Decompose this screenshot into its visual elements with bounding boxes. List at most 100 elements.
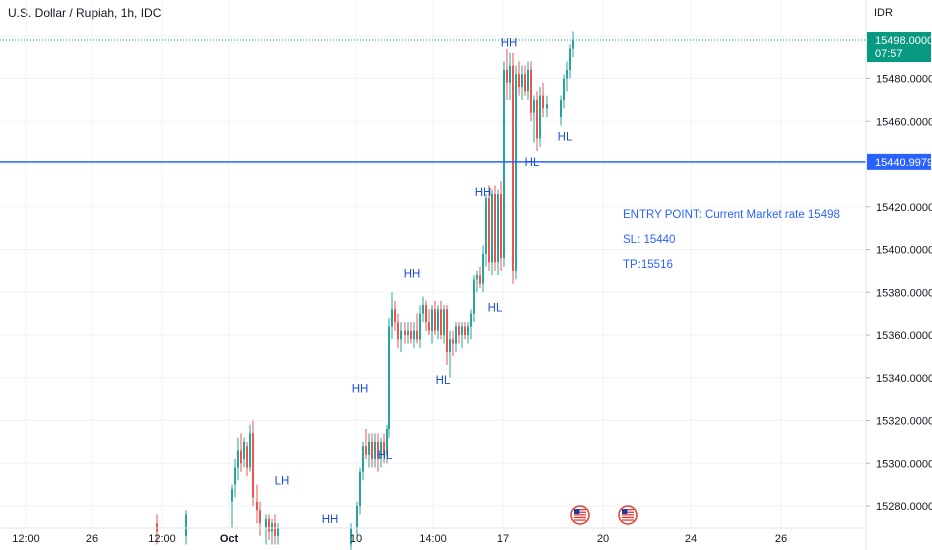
- y-tick-label: 15400.0000: [876, 245, 932, 257]
- notes-layer: ENTRY POINT: Current Market rate 15498 SL…: [623, 209, 840, 271]
- candle: [563, 74, 565, 109]
- candle-body: [240, 450, 242, 464]
- candle: [252, 420, 254, 506]
- candle: [422, 296, 424, 323]
- x-axis[interactable]: 12:00 26 12:00 Oct 10 14:00 17 20 24 26: [0, 527, 866, 545]
- candle-body: [231, 488, 233, 502]
- candle: [356, 501, 358, 536]
- trade-note: ENTRY POINT: Current Market rate 15498: [623, 209, 840, 221]
- candle: [410, 322, 412, 344]
- candle: [539, 87, 541, 147]
- candle-body: [362, 446, 364, 472]
- y-tick-label: 15460.0000: [876, 116, 932, 128]
- candle: [503, 61, 505, 267]
- x-tick-label: 24: [685, 533, 697, 545]
- candle: [404, 322, 406, 344]
- candle-body: [494, 193, 496, 263]
- x-tick-label: 17: [497, 533, 509, 545]
- candle: [274, 514, 276, 545]
- candle-body: [368, 441, 370, 455]
- candle: [560, 95, 562, 126]
- candle: [467, 322, 469, 344]
- candle: [271, 518, 273, 545]
- candle-body: [156, 523, 158, 532]
- swing-label: LH: [275, 476, 290, 488]
- candle-body: [491, 193, 493, 263]
- x-tick-label: Oct: [220, 533, 239, 545]
- candle-body: [437, 309, 439, 331]
- last-price-value: 15498.0000: [875, 35, 932, 47]
- candle: [237, 437, 239, 481]
- candle-body: [488, 198, 490, 263]
- candle-body: [497, 193, 499, 263]
- candle: [388, 317, 390, 438]
- candle: [377, 433, 379, 472]
- x-tick-label: 12:00: [148, 533, 176, 545]
- candle: [428, 309, 430, 335]
- candle-body: [359, 471, 361, 506]
- x-tick-label: 20: [597, 533, 609, 545]
- swing-label: HL: [378, 450, 393, 462]
- candle-body: [380, 441, 382, 459]
- candle: [386, 424, 388, 464]
- candle-body: [237, 450, 239, 468]
- trade-note: SL: 15440: [623, 234, 675, 246]
- candle: [476, 270, 478, 293]
- candle-body: [572, 40, 574, 49]
- candle-body: [569, 48, 571, 70]
- candle: [234, 458, 236, 498]
- candle: [443, 305, 445, 344]
- candle-body: [509, 65, 511, 83]
- candle: [497, 189, 499, 276]
- candle-body: [265, 518, 267, 528]
- flag-stripe: [574, 519, 586, 521]
- sl-badge-value: 15440.9979: [875, 157, 932, 169]
- candle: [437, 305, 439, 340]
- candle: [268, 514, 270, 541]
- candle-body: [434, 309, 436, 331]
- candle: [394, 300, 396, 331]
- candle-body: [512, 65, 514, 271]
- candle-body: [419, 313, 421, 340]
- candle: [249, 424, 251, 472]
- candle: [506, 48, 508, 100]
- flag-canton: [574, 509, 580, 514]
- candle-body: [470, 313, 472, 327]
- events-layer: [570, 505, 638, 525]
- chart-title: U.S. Dollar / Rupiah, 1h, IDC: [8, 6, 162, 20]
- candle-body: [277, 527, 279, 536]
- candle-body: [425, 305, 427, 323]
- us-flag-icon[interactable]: [570, 505, 590, 525]
- candle-body: [446, 309, 448, 353]
- y-axis[interactable]: IDR15620.000015600.000015580.000015560.0…: [865, 0, 932, 550]
- candle: [572, 31, 574, 58]
- us-flag-icon[interactable]: [618, 505, 638, 525]
- candle: [431, 305, 433, 344]
- candle-body: [249, 433, 251, 468]
- candle: [569, 44, 571, 79]
- candle: [434, 300, 436, 335]
- candle-body: [431, 309, 433, 331]
- flag-stripe: [574, 516, 586, 519]
- candle: [566, 61, 568, 92]
- swing-label: HL: [436, 375, 451, 387]
- candle-body: [256, 501, 258, 511]
- candle: [509, 52, 511, 100]
- last-price-badge: [867, 32, 931, 63]
- candle-body: [416, 330, 418, 340]
- flag-stripe: [622, 511, 634, 513]
- candle-body: [503, 69, 505, 259]
- candle-body: [271, 523, 273, 532]
- candle-body: [388, 326, 390, 430]
- flag-stripe: [622, 516, 634, 519]
- sl-badge: [867, 153, 931, 170]
- candle: [485, 193, 487, 267]
- candle-body: [407, 330, 409, 335]
- candle-body: [185, 514, 187, 536]
- candle-body: [413, 330, 415, 340]
- candle-body: [515, 74, 517, 271]
- swing-label: HH: [501, 37, 518, 49]
- candle-body: [386, 429, 388, 455]
